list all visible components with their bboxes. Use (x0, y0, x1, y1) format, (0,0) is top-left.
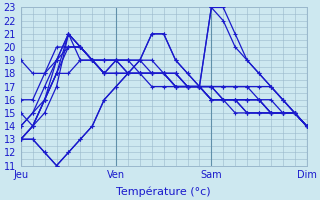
X-axis label: Température (°c): Température (°c) (116, 186, 211, 197)
